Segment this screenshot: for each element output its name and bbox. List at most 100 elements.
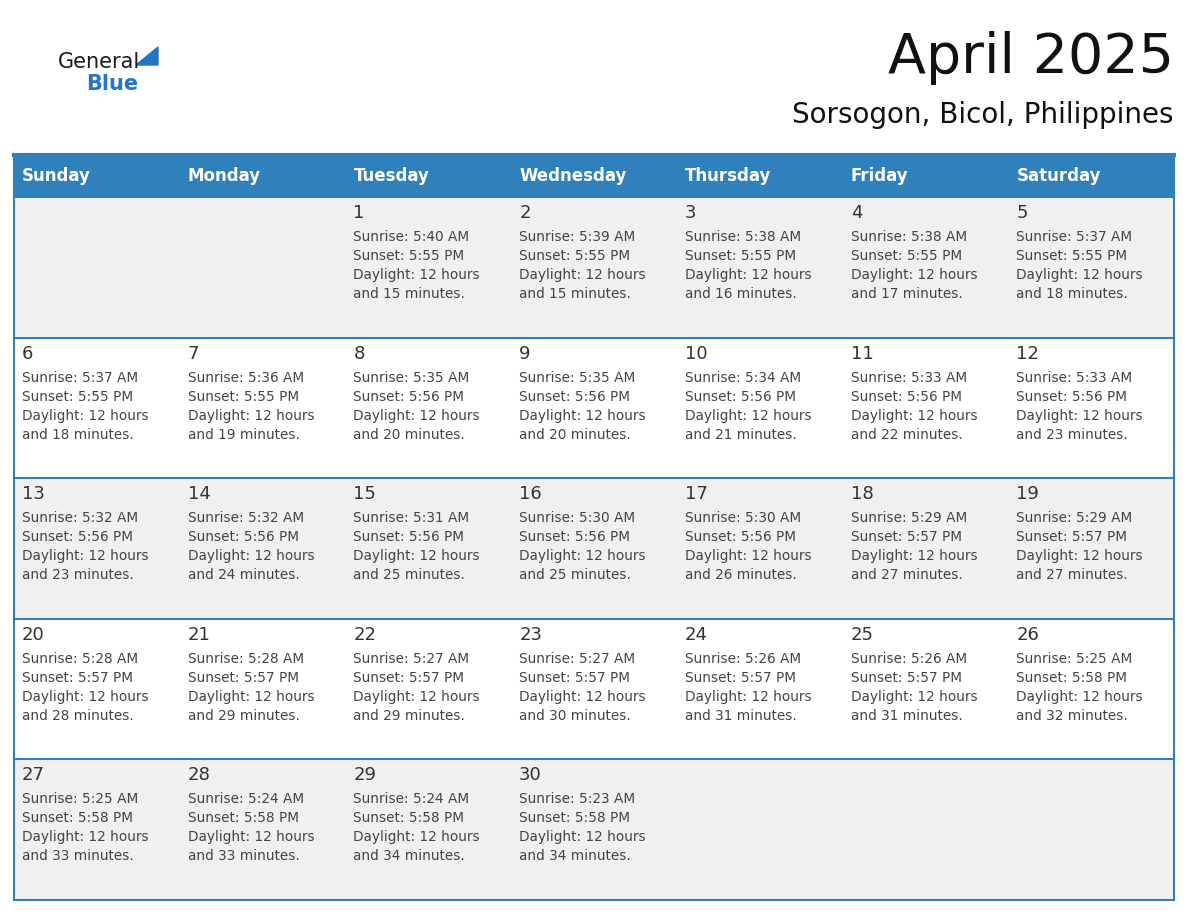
- Text: Sunset: 5:57 PM: Sunset: 5:57 PM: [684, 671, 796, 685]
- Text: 27: 27: [23, 767, 45, 784]
- Text: 18: 18: [851, 486, 873, 503]
- Text: 23: 23: [519, 626, 542, 644]
- Text: Monday: Monday: [188, 167, 261, 185]
- Text: and 19 minutes.: and 19 minutes.: [188, 428, 299, 442]
- Text: Sunset: 5:58 PM: Sunset: 5:58 PM: [1016, 671, 1127, 685]
- Text: Daylight: 12 hours: Daylight: 12 hours: [23, 409, 148, 422]
- Text: Sunset: 5:56 PM: Sunset: 5:56 PM: [353, 389, 465, 404]
- Text: Daylight: 12 hours: Daylight: 12 hours: [23, 689, 148, 704]
- Text: and 18 minutes.: and 18 minutes.: [23, 428, 134, 442]
- Text: Sunset: 5:58 PM: Sunset: 5:58 PM: [353, 812, 465, 825]
- Text: Sunset: 5:55 PM: Sunset: 5:55 PM: [684, 249, 796, 263]
- Text: Daylight: 12 hours: Daylight: 12 hours: [684, 409, 811, 422]
- Text: 1: 1: [353, 204, 365, 222]
- Bar: [14, 197, 1174, 338]
- Text: Sunrise: 5:33 AM: Sunrise: 5:33 AM: [851, 371, 967, 385]
- Text: and 23 minutes.: and 23 minutes.: [1016, 428, 1129, 442]
- Text: 6: 6: [23, 344, 33, 363]
- Text: Sunset: 5:57 PM: Sunset: 5:57 PM: [519, 671, 630, 685]
- Text: Daylight: 12 hours: Daylight: 12 hours: [188, 409, 315, 422]
- Text: 3: 3: [684, 204, 696, 222]
- Text: Sunrise: 5:30 AM: Sunrise: 5:30 AM: [519, 511, 636, 525]
- Text: Sunset: 5:57 PM: Sunset: 5:57 PM: [188, 671, 298, 685]
- Text: 10: 10: [684, 344, 708, 363]
- Text: Sunrise: 5:33 AM: Sunrise: 5:33 AM: [1016, 371, 1132, 385]
- Text: 15: 15: [353, 486, 377, 503]
- Text: Wednesday: Wednesday: [519, 167, 626, 185]
- Text: and 23 minutes.: and 23 minutes.: [23, 568, 134, 582]
- Text: 28: 28: [188, 767, 210, 784]
- Text: Daylight: 12 hours: Daylight: 12 hours: [851, 689, 978, 704]
- Text: Daylight: 12 hours: Daylight: 12 hours: [684, 549, 811, 564]
- Text: 14: 14: [188, 486, 210, 503]
- Text: Daylight: 12 hours: Daylight: 12 hours: [851, 409, 978, 422]
- Text: and 29 minutes.: and 29 minutes.: [188, 709, 299, 722]
- Text: Daylight: 12 hours: Daylight: 12 hours: [188, 831, 315, 845]
- Text: and 32 minutes.: and 32 minutes.: [1016, 709, 1129, 722]
- Text: Daylight: 12 hours: Daylight: 12 hours: [353, 409, 480, 422]
- Text: Sunrise: 5:35 AM: Sunrise: 5:35 AM: [353, 371, 469, 385]
- Text: Sunrise: 5:32 AM: Sunrise: 5:32 AM: [188, 511, 304, 525]
- Text: Sunset: 5:58 PM: Sunset: 5:58 PM: [188, 812, 298, 825]
- Text: Sunrise: 5:38 AM: Sunrise: 5:38 AM: [851, 230, 967, 244]
- Text: Sunset: 5:57 PM: Sunset: 5:57 PM: [23, 671, 133, 685]
- Text: Sunrise: 5:32 AM: Sunrise: 5:32 AM: [23, 511, 138, 525]
- Text: Sunrise: 5:40 AM: Sunrise: 5:40 AM: [353, 230, 469, 244]
- Text: Daylight: 12 hours: Daylight: 12 hours: [1016, 268, 1143, 282]
- Text: Sunrise: 5:25 AM: Sunrise: 5:25 AM: [23, 792, 138, 806]
- Text: Sunrise: 5:29 AM: Sunrise: 5:29 AM: [851, 511, 967, 525]
- Text: Sunset: 5:56 PM: Sunset: 5:56 PM: [851, 389, 961, 404]
- Text: Sorsogon, Bicol, Philippines: Sorsogon, Bicol, Philippines: [792, 101, 1174, 129]
- Text: 22: 22: [353, 626, 377, 644]
- Text: Sunset: 5:55 PM: Sunset: 5:55 PM: [519, 249, 631, 263]
- Text: Daylight: 12 hours: Daylight: 12 hours: [1016, 689, 1143, 704]
- Text: 21: 21: [188, 626, 210, 644]
- Text: and 31 minutes.: and 31 minutes.: [684, 709, 797, 722]
- Text: Daylight: 12 hours: Daylight: 12 hours: [1016, 549, 1143, 564]
- Text: and 25 minutes.: and 25 minutes.: [353, 568, 466, 582]
- Text: and 29 minutes.: and 29 minutes.: [353, 709, 466, 722]
- Text: Sunrise: 5:28 AM: Sunrise: 5:28 AM: [23, 652, 138, 666]
- Text: Sunrise: 5:30 AM: Sunrise: 5:30 AM: [684, 511, 801, 525]
- Bar: [14, 338, 1174, 478]
- Bar: [14, 478, 1174, 619]
- Text: Sunset: 5:58 PM: Sunset: 5:58 PM: [23, 812, 133, 825]
- Text: Daylight: 12 hours: Daylight: 12 hours: [851, 268, 978, 282]
- Text: Daylight: 12 hours: Daylight: 12 hours: [519, 689, 646, 704]
- Text: Friday: Friday: [851, 167, 908, 185]
- Text: and 27 minutes.: and 27 minutes.: [851, 568, 962, 582]
- Text: 13: 13: [23, 486, 45, 503]
- Text: Sunrise: 5:34 AM: Sunrise: 5:34 AM: [684, 371, 801, 385]
- Text: and 33 minutes.: and 33 minutes.: [188, 849, 299, 864]
- Text: Sunset: 5:55 PM: Sunset: 5:55 PM: [188, 389, 299, 404]
- Text: 24: 24: [684, 626, 708, 644]
- Text: Saturday: Saturday: [1016, 167, 1101, 185]
- Text: 8: 8: [353, 344, 365, 363]
- Text: Daylight: 12 hours: Daylight: 12 hours: [353, 831, 480, 845]
- Text: and 34 minutes.: and 34 minutes.: [353, 849, 466, 864]
- Text: Sunrise: 5:24 AM: Sunrise: 5:24 AM: [353, 792, 469, 806]
- Text: 26: 26: [1016, 626, 1040, 644]
- Bar: [14, 619, 1174, 759]
- Text: Daylight: 12 hours: Daylight: 12 hours: [188, 689, 315, 704]
- Text: April 2025: April 2025: [887, 31, 1174, 85]
- Text: Sunrise: 5:39 AM: Sunrise: 5:39 AM: [519, 230, 636, 244]
- Text: Sunset: 5:57 PM: Sunset: 5:57 PM: [1016, 531, 1127, 544]
- Text: Blue: Blue: [86, 74, 138, 94]
- Text: Daylight: 12 hours: Daylight: 12 hours: [519, 409, 646, 422]
- Text: Sunrise: 5:26 AM: Sunrise: 5:26 AM: [851, 652, 967, 666]
- Text: Sunrise: 5:25 AM: Sunrise: 5:25 AM: [1016, 652, 1132, 666]
- Text: 9: 9: [519, 344, 531, 363]
- Text: and 30 minutes.: and 30 minutes.: [519, 709, 631, 722]
- Text: Sunrise: 5:28 AM: Sunrise: 5:28 AM: [188, 652, 304, 666]
- Text: Sunrise: 5:37 AM: Sunrise: 5:37 AM: [23, 371, 138, 385]
- Text: Sunday: Sunday: [23, 167, 90, 185]
- Text: Sunset: 5:56 PM: Sunset: 5:56 PM: [684, 389, 796, 404]
- Text: Sunset: 5:55 PM: Sunset: 5:55 PM: [1016, 249, 1127, 263]
- Text: Sunset: 5:56 PM: Sunset: 5:56 PM: [519, 389, 630, 404]
- Text: Sunset: 5:55 PM: Sunset: 5:55 PM: [23, 389, 133, 404]
- Text: Sunrise: 5:31 AM: Sunrise: 5:31 AM: [353, 511, 469, 525]
- Text: Thursday: Thursday: [684, 167, 771, 185]
- Text: Sunset: 5:56 PM: Sunset: 5:56 PM: [353, 531, 465, 544]
- Text: and 20 minutes.: and 20 minutes.: [353, 428, 466, 442]
